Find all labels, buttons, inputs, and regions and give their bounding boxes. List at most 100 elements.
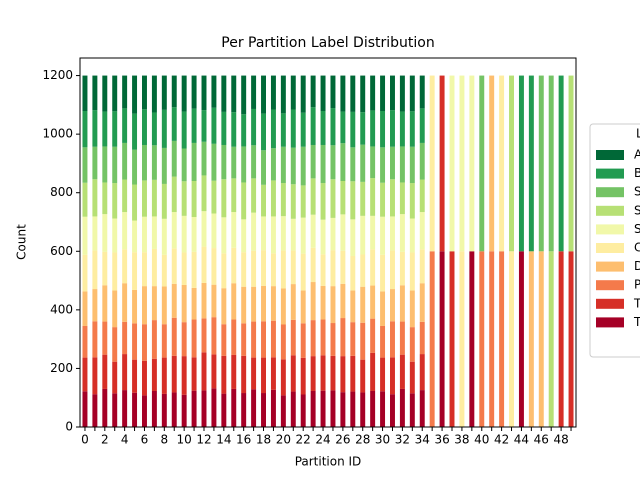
- bar-segment: [231, 75, 237, 113]
- bar-segment: [280, 324, 286, 360]
- x-tick-label: 28: [355, 433, 370, 447]
- bar-segment: [300, 253, 306, 291]
- y-tick-label: 0: [65, 420, 73, 434]
- bar-segment: [310, 107, 316, 145]
- bar-segment: [360, 181, 366, 216]
- bar-segment: [142, 360, 147, 396]
- bar-segment: [360, 359, 366, 393]
- bar-segment: [161, 357, 167, 394]
- bar-segment: [221, 355, 227, 394]
- bar-segment: [270, 109, 276, 149]
- bar-segment: [191, 319, 197, 358]
- bar-segment: [280, 183, 286, 217]
- bar-segment: [320, 219, 326, 255]
- bar-segment: [201, 175, 207, 212]
- bar-segment: [171, 248, 177, 284]
- bar-segment: [419, 212, 425, 250]
- bar-segment: [181, 215, 187, 253]
- bar-segment: [112, 252, 118, 291]
- bar-segment: [340, 356, 346, 393]
- bar-segment: [191, 287, 197, 320]
- bar-segment: [251, 389, 257, 427]
- bar-segment: [290, 391, 296, 427]
- bar-segment: [261, 216, 266, 251]
- bar-segment: [280, 395, 286, 427]
- bar-segment: [261, 357, 266, 394]
- x-tick-label: 18: [256, 433, 271, 447]
- bar-segment: [419, 249, 425, 284]
- bar-segment: [251, 212, 257, 251]
- bar-segment: [399, 75, 405, 112]
- bar-segment: [290, 75, 296, 110]
- legend-swatch: [596, 317, 624, 328]
- bar-segment: [261, 285, 266, 322]
- x-tick-label: 6: [141, 433, 149, 447]
- bar-segment: [350, 75, 356, 112]
- bar-segment: [350, 111, 356, 148]
- bar-segment: [399, 182, 405, 215]
- bar-segment: [330, 108, 336, 146]
- bar-segment: [191, 217, 197, 252]
- bar-segment: [310, 178, 316, 215]
- x-axis-label: Partition ID: [295, 455, 362, 469]
- bar-segment: [171, 392, 177, 427]
- bar-segment: [399, 388, 405, 427]
- bar-segment: [181, 284, 187, 323]
- bar-segment: [231, 319, 237, 355]
- bar-segment: [340, 250, 346, 284]
- bar-segment: [151, 145, 157, 180]
- bar-segment: [201, 211, 207, 247]
- bar-segment: [320, 355, 326, 391]
- legend-label: D: [634, 259, 640, 273]
- y-tick-label: 1000: [42, 127, 73, 141]
- bar-segment: [112, 393, 118, 427]
- bar-segment: [221, 75, 227, 112]
- bar-segment: [419, 179, 425, 213]
- x-tick-label: 38: [454, 433, 469, 447]
- bar-segment: [330, 75, 336, 109]
- bar-segment: [82, 182, 88, 217]
- bar-segment: [300, 290, 306, 324]
- bar-segment: [102, 321, 108, 355]
- bar-segment: [191, 108, 197, 143]
- bar-segment: [270, 216, 276, 254]
- bar-segment: [330, 355, 336, 391]
- bar-segment: [370, 285, 376, 319]
- bar-segment: [191, 181, 197, 218]
- bar-segment: [360, 322, 366, 360]
- bar-segment: [280, 250, 286, 289]
- legend-swatch: [596, 280, 624, 291]
- bar-segment: [112, 361, 118, 394]
- bar-segment: [409, 327, 415, 362]
- bar-segment: [320, 319, 326, 356]
- bar-segment: [320, 75, 326, 112]
- bar-segment: [459, 75, 465, 252]
- bar-segment: [82, 111, 88, 148]
- bar-segment: [290, 109, 296, 148]
- bar-segment: [280, 288, 286, 325]
- bar-segment: [380, 357, 386, 392]
- bar-segment: [340, 392, 346, 427]
- bar-segment: [122, 108, 128, 143]
- bar-segment: [122, 390, 128, 427]
- bar-segment: [241, 252, 247, 287]
- bar-segment: [82, 254, 88, 292]
- bar-segment: [419, 75, 425, 109]
- bar-segment: [320, 111, 326, 145]
- bar-segment: [548, 75, 554, 252]
- bar-segment: [568, 75, 574, 252]
- x-tick-label: 26: [335, 433, 350, 447]
- bar-segment: [538, 75, 544, 252]
- bar-segment: [221, 253, 227, 289]
- bar-segment: [221, 217, 227, 254]
- bar-segment: [280, 216, 286, 251]
- bar-segment: [300, 185, 306, 218]
- bar-segment: [380, 75, 386, 112]
- bar-segment: [241, 393, 247, 427]
- bar-segment: [261, 321, 266, 358]
- bar-segment: [132, 359, 138, 393]
- bar-segment: [171, 140, 177, 177]
- bar-segment: [390, 179, 395, 217]
- bar-segment: [211, 213, 217, 249]
- bar-segment: [82, 75, 88, 112]
